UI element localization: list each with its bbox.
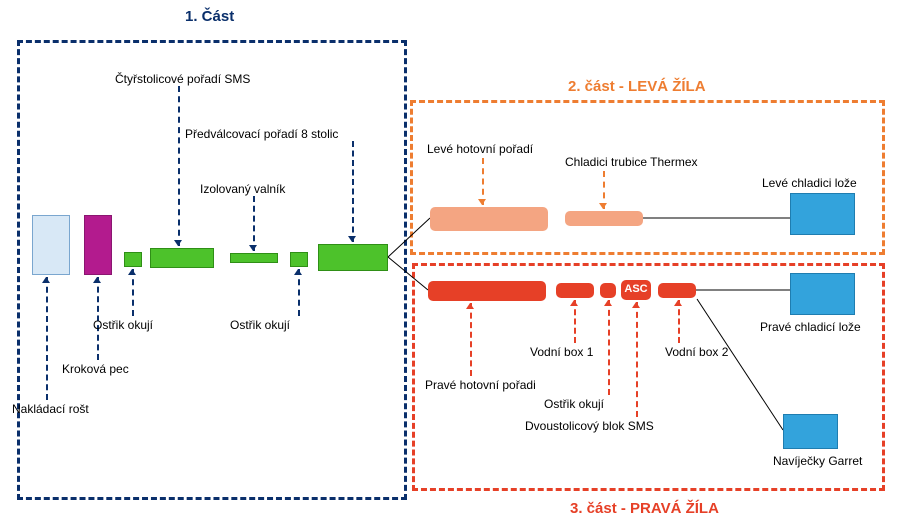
leader-ostrik3 xyxy=(608,300,610,395)
label-predvalc: Předválcovací pořadí 8 stolic xyxy=(185,127,338,141)
section2-title: 2. část - LEVÁ ŽÍLA xyxy=(568,78,706,95)
box-nakladaci-rost xyxy=(32,215,70,275)
label-ostrik1: Ostřik okují xyxy=(93,318,153,332)
box-leve-poradi xyxy=(430,207,548,231)
box-ostrik1 xyxy=(124,252,142,267)
arrow-vodni2 xyxy=(674,300,682,306)
leader-ostrik1 xyxy=(132,269,134,316)
box-valnik xyxy=(230,253,278,263)
arrow-ctyrstolic xyxy=(174,240,182,246)
label-ostrik2: Ostřik okují xyxy=(230,318,290,332)
arrow-nakladaci xyxy=(42,277,50,283)
arrow-ostrik2 xyxy=(294,269,302,275)
arrow-prave-poradi xyxy=(466,303,474,309)
box-ctyrstolic xyxy=(150,248,214,268)
arrow-dvoustolic xyxy=(632,302,640,308)
label-thermex: Chladici trubice Thermex xyxy=(565,155,698,169)
box-ostrik2 xyxy=(290,252,308,267)
arrow-vodni1 xyxy=(570,300,578,306)
box-thermex xyxy=(565,211,643,226)
leader-prave-poradi xyxy=(470,303,472,376)
arrow-predvalc xyxy=(348,236,356,242)
label-krokova: Kroková pec xyxy=(62,362,129,376)
label-ctyrstolic: Čtyřstolicové pořadí SMS xyxy=(115,72,250,86)
box-predvalc xyxy=(318,244,388,271)
box-krokova-pec xyxy=(84,215,112,275)
box-vodni1 xyxy=(556,283,594,298)
leader-predvalc xyxy=(352,141,354,242)
leader-valnik xyxy=(253,196,255,251)
arrow-valnik xyxy=(249,245,257,251)
box-navijecky xyxy=(783,414,838,449)
label-navijecky: Navíječky Garret xyxy=(773,454,862,468)
leader-nakladaci xyxy=(46,277,48,400)
label-nakladaci: Nakládací rošt xyxy=(12,402,89,416)
label-prave-loze: Pravé chladicí lože xyxy=(760,320,861,334)
box-prave-loze xyxy=(790,273,855,315)
leader-ctyrstolic xyxy=(178,86,180,246)
asc-text: ASC xyxy=(621,283,651,295)
arrow-krokova xyxy=(93,277,101,283)
leader-leve-poradi xyxy=(482,158,484,205)
label-vodni2: Vodní box 2 xyxy=(665,345,728,359)
label-dvoustolic: Dvoustolicový blok SMS xyxy=(525,419,654,433)
box-leve-loze xyxy=(790,193,855,235)
label-leve-poradi: Levé hotovní pořadí xyxy=(427,142,533,156)
label-vodni1: Vodní box 1 xyxy=(530,345,593,359)
arrow-ostrik1 xyxy=(128,269,136,275)
leader-dvoustolic xyxy=(636,302,638,417)
box-vodni2 xyxy=(658,283,696,298)
section3-title: 3. část - PRAVÁ ŽÍLA xyxy=(570,500,719,517)
label-leve-loze: Levé chladici lože xyxy=(762,176,857,190)
label-ostrik3: Ostřik okují xyxy=(544,397,604,411)
arrow-leve-poradi xyxy=(478,199,486,205)
leader-vodni1 xyxy=(574,300,576,343)
arrow-thermex xyxy=(599,203,607,209)
label-valnik: Izolovaný valník xyxy=(200,182,285,196)
leader-vodni2 xyxy=(678,300,680,343)
section1-title: 1. Část xyxy=(185,8,234,25)
leader-ostrik2 xyxy=(298,269,300,316)
box-ostrik3 xyxy=(600,283,616,298)
arrow-ostrik3 xyxy=(604,300,612,306)
box-prave-poradi xyxy=(428,281,546,301)
label-prave-poradi: Pravé hotovní pořadi xyxy=(425,378,536,392)
